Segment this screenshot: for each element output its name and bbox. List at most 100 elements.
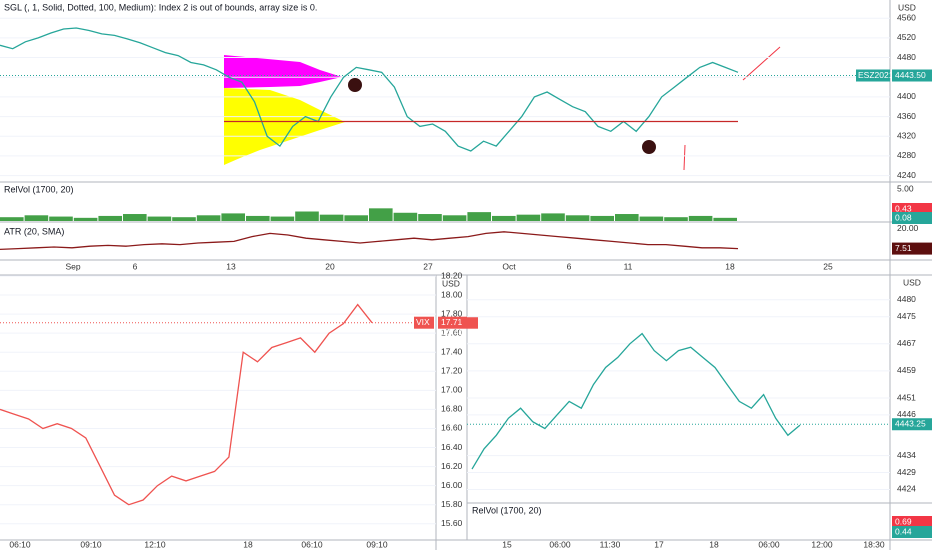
price-tag-bg — [438, 316, 478, 329]
volume-bar — [221, 213, 245, 221]
x-tick-label: 18 — [243, 539, 253, 549]
volume-bar — [0, 217, 24, 221]
x-tick-label: 11 — [624, 261, 633, 271]
y-tick-label: 4459 — [897, 365, 916, 375]
volume-bar — [123, 214, 147, 221]
y-tick-label: 16.00 — [441, 480, 463, 490]
y-tick-label: 4520 — [897, 32, 916, 42]
y-tick-label: 17.80 — [441, 308, 463, 318]
x-tick-label: 11:30 — [600, 539, 621, 549]
y-tick-label: 4480 — [897, 294, 916, 304]
value-tag-bg — [892, 526, 932, 538]
y-tick-label: 20.00 — [897, 223, 919, 233]
volume-bar — [664, 217, 688, 221]
y-tick-label: 5.00 — [897, 184, 914, 194]
price-line — [471, 332, 801, 470]
y-tick-label: 4446 — [897, 409, 916, 419]
x-tick-label: 20 — [325, 261, 335, 271]
y-tick-label: 16.40 — [441, 442, 463, 452]
x-tick-label: Oct — [502, 261, 516, 271]
indicator-legend: ATR (20, SMA) — [4, 226, 64, 236]
drawing-arrow — [683, 144, 686, 171]
y-tick-label: 16.60 — [441, 423, 463, 433]
volume-bar — [590, 215, 614, 221]
y-tick-label: 4424 — [897, 484, 916, 494]
volume-bar — [492, 215, 516, 221]
volume-bar — [319, 214, 344, 221]
x-tick-label: 18 — [725, 261, 735, 271]
volume-bar — [442, 215, 467, 221]
x-tick-label: 6 — [567, 261, 572, 271]
x-tick-label: 12:10 — [144, 539, 166, 549]
x-tick-label: 27 — [423, 261, 433, 271]
y-tick-label: 4429 — [897, 467, 916, 477]
x-tick-label: 06:00 — [549, 539, 571, 549]
y-tick-label: 17.00 — [441, 385, 463, 395]
arrow-icon — [642, 140, 656, 154]
volume-bar — [147, 216, 172, 221]
y-tick-label: 15.60 — [441, 518, 463, 528]
value-tag-bg — [892, 516, 932, 528]
volume-bar — [270, 216, 295, 221]
y-tick-label: 16.20 — [441, 461, 463, 471]
indicator-legend: RelVol (1700, 20) — [4, 184, 74, 194]
volume-bar — [565, 215, 590, 221]
volume-bar — [615, 214, 639, 221]
volume-bar — [639, 216, 664, 221]
price-tag: 17.71 — [441, 317, 463, 327]
x-tick-label: 09:10 — [80, 539, 102, 549]
volume-bar — [196, 215, 221, 221]
y-tick-label: 4320 — [897, 131, 916, 141]
x-tick-label: 15 — [502, 539, 512, 549]
x-tick-label: 17 — [654, 539, 664, 549]
y-tick-label: 4475 — [897, 311, 916, 321]
value-tag: 0.44 — [895, 526, 912, 536]
value-tag-bg — [892, 242, 932, 255]
y-tick-label: 4400 — [897, 91, 916, 101]
countdown: 01:41 — [442, 327, 464, 337]
x-tick-label: 18 — [709, 539, 719, 549]
x-tick-label: Sep — [65, 261, 80, 271]
volume-bar — [369, 208, 393, 221]
x-tick-label: 06:00 — [758, 539, 780, 549]
symbol: VIX — [416, 317, 430, 327]
currency: USD — [898, 2, 916, 12]
y-tick-label: 17.60 — [441, 327, 463, 337]
price-line — [0, 231, 739, 251]
volume-bar — [73, 217, 98, 221]
y-tick-label: 15.80 — [441, 499, 463, 509]
symbol-bg — [414, 316, 434, 329]
value-tag: 0.43 — [895, 203, 912, 213]
price-tag: 4443.50 — [895, 70, 926, 80]
x-tick-label: 06:10 — [9, 539, 31, 549]
volume-bar — [713, 217, 737, 221]
arrow-icon — [348, 78, 362, 92]
y-tick-label: 18.00 — [441, 289, 463, 299]
indicator-legend: SGL (, 1, Solid, Dotted, 100, Medium): I… — [4, 2, 317, 12]
volume-bar — [418, 214, 442, 221]
value-tag-bg — [892, 212, 932, 224]
volume-bar — [467, 212, 491, 221]
currency: USD — [903, 277, 921, 287]
x-tick-label: 13 — [226, 261, 236, 271]
y-tick-label: 4467 — [897, 338, 916, 348]
currency: USD — [442, 278, 460, 288]
volume-bar — [246, 215, 270, 221]
volume-bar — [172, 217, 196, 221]
y-tick-label: 4280 — [897, 150, 916, 160]
y-tick-label: 4480 — [897, 52, 916, 62]
volume-bar — [393, 212, 418, 221]
price-tag: 4443.25 — [895, 419, 926, 429]
volume-bar — [688, 215, 713, 221]
countdown: 36:41 — [898, 80, 920, 90]
value-tag: 0.08 — [895, 212, 912, 222]
drawing-arrow — [742, 46, 781, 81]
volume-bar — [24, 215, 49, 221]
volume-bar — [49, 216, 73, 221]
x-tick-label: 12:00 — [811, 539, 833, 549]
price-line — [0, 27, 739, 152]
volume-bar — [541, 213, 565, 221]
y-tick-label: 4560 — [897, 12, 916, 22]
volume-bar — [516, 214, 541, 221]
